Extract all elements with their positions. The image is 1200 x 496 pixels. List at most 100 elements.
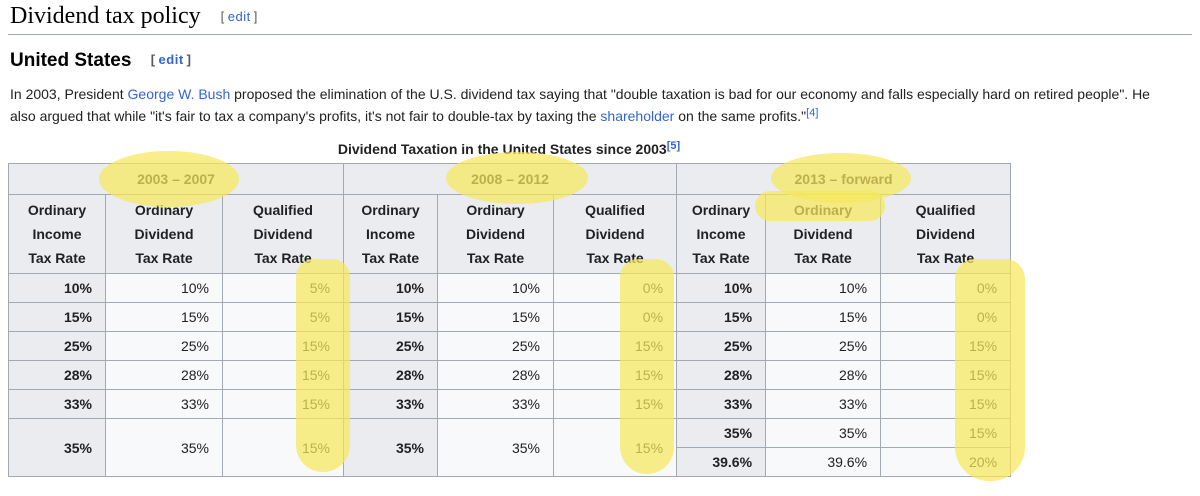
column-header-row: Ordinary Income Tax Rate Ordinary Dividen… <box>8 194 1012 274</box>
tax-rate-cell: 15% <box>221 331 345 361</box>
tax-rate-cell: 10% <box>765 273 882 303</box>
tax-rate-cell: 5% <box>221 273 345 303</box>
tax-rate-cell: 25% <box>765 331 882 361</box>
tax-rate-cell: 0% <box>880 273 1012 303</box>
edit-section-united-states: [edit] <box>151 52 192 67</box>
dividend-tax-table: 2003 – 2007 2008 – 2012 2013 – forward Ordi… <box>7 163 1012 477</box>
period-header: 2003 – 2007 <box>7 163 345 195</box>
income-bracket-cell: 28% <box>8 360 106 390</box>
tax-rate-cell: 15% <box>880 360 1012 390</box>
ref-5-link[interactable]: [5] <box>666 140 681 152</box>
article-page: Dividend tax policy [edit] United States… <box>7 2 1192 481</box>
tax-rate-cell: 15% <box>105 302 223 332</box>
bracket: [ <box>150 52 156 67</box>
bracket: ] <box>186 52 192 67</box>
tax-rate-cell: 0% <box>553 273 678 303</box>
column-header: Qualified Dividend Tax Rate <box>553 194 678 274</box>
table-row: 15% 15% 5% 15% 15% 0% 15% 15% 0% <box>8 302 1012 332</box>
table-caption-text: Dividend Taxation in the United States s… <box>337 141 667 157</box>
column-header: Ordinary Dividend Tax Rate <box>105 194 223 274</box>
income-bracket-cell: 33% <box>676 389 767 419</box>
column-header: Ordinary Income Tax Rate <box>676 194 767 274</box>
income-bracket-cell: 15% <box>343 302 439 332</box>
tax-rate-cell: 0% <box>880 302 1012 332</box>
period-header: 2008 – 2012 <box>343 163 678 195</box>
tax-rate-cell: 33% <box>765 389 882 419</box>
section-heading-row: United States [edit] <box>10 50 1192 72</box>
edit-link-title[interactable]: edit <box>227 9 251 24</box>
income-bracket-cell: 33% <box>8 389 106 419</box>
tax-rate-cell: 28% <box>437 360 555 390</box>
tax-rate-cell: 15% <box>553 418 678 477</box>
tax-rate-cell: 15% <box>221 418 345 477</box>
tax-rate-cell: 15% <box>437 302 555 332</box>
text-run: proposed the elimination of the U.S. div… <box>10 86 1150 124</box>
table-row: 28% 28% 15% 28% 28% 15% 28% 28% 15% <box>8 360 1012 390</box>
income-bracket-cell: 10% <box>8 273 106 303</box>
column-header: Ordinary Income Tax Rate <box>8 194 106 274</box>
tax-rate-cell: 25% <box>105 331 223 361</box>
income-bracket-cell: 39.6% <box>676 447 767 477</box>
tax-rate-cell: 15% <box>553 331 678 361</box>
tax-rate-cell: 15% <box>553 360 678 390</box>
income-bracket-cell: 28% <box>343 360 439 390</box>
income-bracket-cell: 25% <box>343 331 439 361</box>
period-header-row: 2003 – 2007 2008 – 2012 2013 – forward <box>7 163 1012 195</box>
tax-rate-cell: 28% <box>105 360 223 390</box>
text-run: In 2003, President <box>10 86 128 102</box>
ref-4-link[interactable]: [4] <box>806 107 819 119</box>
tax-rate-cell: 15% <box>221 360 345 390</box>
tax-rate-cell: 10% <box>105 273 223 303</box>
tax-rate-cell: 15% <box>765 302 882 332</box>
edit-section-title: [edit] <box>221 9 258 24</box>
income-bracket-cell: 25% <box>8 331 106 361</box>
column-header: Ordinary Dividend Tax Rate <box>765 194 882 274</box>
table-caption: Dividend Taxation in the United States s… <box>8 140 1010 158</box>
tax-rate-cell: 35% <box>765 418 882 448</box>
george-w-bush-link[interactable]: George W. Bush <box>127 86 231 102</box>
income-bracket-cell: 35% <box>676 418 767 448</box>
table-wrapper: 2003 – 2007 2008 – 2012 2013 – forward Ordi… <box>7 151 1025 481</box>
tax-rate-cell: 0% <box>553 302 678 332</box>
table-row: 35% 35% 15% 35% 35% 15% 35% 35% 15% <box>8 418 1012 477</box>
tax-rate-cell: 35% <box>105 418 223 477</box>
table-row: 33% 33% 15% 33% 33% 15% 33% 33% 15% <box>8 389 1012 419</box>
page-title-row: Dividend tax policy [edit] <box>8 2 1192 35</box>
tax-rate-cell: 25% <box>437 331 555 361</box>
shareholder-link[interactable]: shareholder <box>600 108 675 124</box>
tax-rate-cell: 33% <box>105 389 223 419</box>
tax-rate-cell: 15% <box>880 418 1012 448</box>
tax-rate-cell: 15% <box>880 389 1012 419</box>
table-row: 25% 25% 15% 25% 25% 15% 25% 25% 15% <box>8 331 1012 361</box>
income-bracket-cell: 10% <box>343 273 439 303</box>
tax-rate-cell: 15% <box>553 389 678 419</box>
tax-rate-cell: 20% <box>880 447 1012 477</box>
tax-rate-cell: 33% <box>437 389 555 419</box>
text-run: on the same profits." <box>674 108 807 124</box>
tax-rate-cell: 15% <box>880 331 1012 361</box>
income-bracket-cell: 28% <box>676 360 767 390</box>
section-heading: United States <box>10 50 132 71</box>
column-header: Ordinary Income Tax Rate <box>343 194 439 274</box>
income-bracket-cell: 15% <box>8 302 106 332</box>
page-title: Dividend tax policy <box>10 3 201 29</box>
income-bracket-cell: 33% <box>343 389 439 419</box>
intro-paragraph: In 2003, President George W. Bush propos… <box>10 83 1158 127</box>
income-bracket-cell: 35% <box>343 418 439 477</box>
column-header: Qualified Dividend Tax Rate <box>221 194 345 274</box>
tax-rate-cell: 39.6% <box>765 447 882 477</box>
column-header: Qualified Dividend Tax Rate <box>880 194 1012 274</box>
income-bracket-cell: 10% <box>676 273 767 303</box>
tax-rate-cell: 5% <box>221 302 345 332</box>
income-bracket-cell: 25% <box>676 331 767 361</box>
income-bracket-cell: 15% <box>676 302 767 332</box>
edit-link-section[interactable]: edit <box>158 52 184 67</box>
period-header: 2013 – forward <box>676 163 1012 195</box>
income-bracket-cell: 35% <box>8 418 106 477</box>
column-header: Ordinary Dividend Tax Rate <box>437 194 555 274</box>
tax-rate-cell: 28% <box>765 360 882 390</box>
bracket: ] <box>253 9 258 24</box>
tax-rate-cell: 10% <box>437 273 555 303</box>
bracket: [ <box>220 9 225 24</box>
tax-rate-cell: 15% <box>221 389 345 419</box>
